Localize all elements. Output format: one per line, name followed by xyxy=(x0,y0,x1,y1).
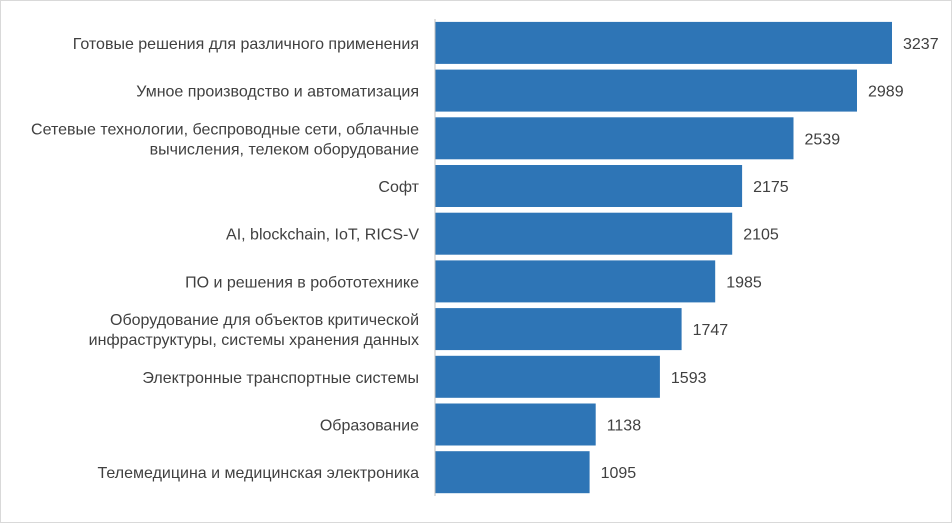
category-label-3: Софт xyxy=(378,179,419,196)
category-label-7: Электронные транспортные системы xyxy=(142,370,419,387)
value-label-1: 2989 xyxy=(868,84,904,101)
value-label-0: 3237 xyxy=(903,36,939,53)
category-label-5: ПО и решения в робототехнике xyxy=(185,274,419,291)
category-label-6-line-0: Оборудование для объектов критической xyxy=(110,312,419,329)
value-label-4: 2105 xyxy=(743,227,779,244)
category-label-0: Готовые решения для различного применени… xyxy=(73,36,419,53)
value-label-3: 2175 xyxy=(753,179,789,196)
bar-7 xyxy=(435,355,660,398)
bar-6 xyxy=(435,308,682,351)
bar-0 xyxy=(435,21,892,64)
category-label-4: AI, blockchain, IoT, RICS-V xyxy=(226,227,419,244)
category-label-6-line-1: инфраструктуры, системы хранения данных xyxy=(89,332,419,349)
value-label-6: 1747 xyxy=(693,322,729,339)
value-label-7: 1593 xyxy=(671,370,707,387)
value-label-2: 2539 xyxy=(805,131,841,148)
category-label-9: Телемедицина и медицинская электроника xyxy=(98,465,420,482)
value-label-5: 1985 xyxy=(726,274,762,291)
category-label-2-line-1: вычисления, телеком оборудование xyxy=(150,141,419,158)
bar-1 xyxy=(435,69,857,112)
bar-3 xyxy=(435,165,743,207)
value-label-9: 1095 xyxy=(601,465,637,482)
category-label-8: Образование xyxy=(320,418,419,435)
bar-2 xyxy=(435,117,794,160)
category-label-1: Умное производство и автоматизация xyxy=(136,84,419,101)
value-label-8: 1138 xyxy=(607,418,642,435)
category-label-2-line-0: Сетевые технологии, беспроводные сети, о… xyxy=(31,121,419,138)
bar-5 xyxy=(435,260,716,303)
bar-4 xyxy=(435,212,733,255)
bar-9 xyxy=(435,451,590,494)
bar-8 xyxy=(435,403,596,446)
